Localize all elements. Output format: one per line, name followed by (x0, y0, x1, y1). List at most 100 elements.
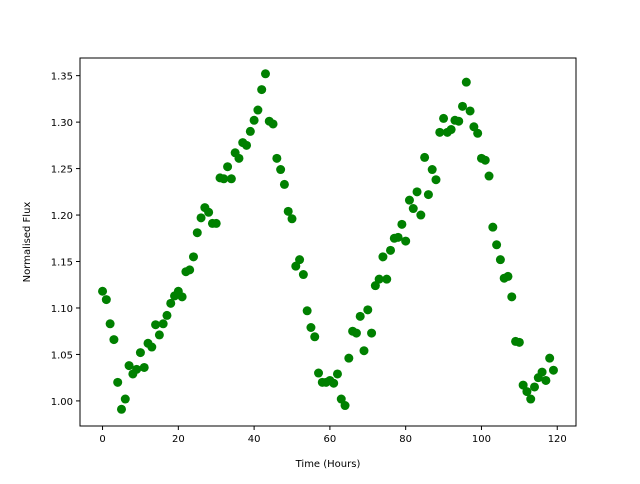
point (234, 153, 244, 163)
point (363, 305, 373, 315)
point (401, 236, 411, 246)
point (416, 210, 426, 220)
y-tick-label: 1.20 (51, 211, 73, 222)
point (310, 332, 320, 342)
point (545, 353, 555, 363)
point (359, 346, 369, 356)
x-tick-label: 80 (399, 434, 412, 445)
point (226, 174, 236, 184)
y-axis-label: Normalised Flux (22, 202, 33, 283)
x-tick-label: 40 (248, 434, 261, 445)
point (302, 306, 312, 316)
point (306, 322, 316, 332)
x-tick-label: 0 (99, 434, 105, 445)
point (98, 286, 108, 296)
point (219, 174, 229, 184)
y-tick-label: 1.15 (51, 258, 73, 269)
y-tick-label: 1.35 (51, 72, 73, 83)
point (492, 240, 502, 250)
y-tick-label: 1.25 (51, 165, 73, 176)
point (268, 119, 278, 129)
point (469, 122, 479, 132)
point (374, 274, 384, 284)
point (120, 394, 130, 404)
point (336, 394, 346, 404)
point (162, 310, 172, 320)
point (124, 361, 134, 371)
point (488, 222, 498, 232)
point (298, 270, 308, 280)
point (382, 274, 392, 284)
point (245, 126, 255, 136)
point (192, 228, 202, 238)
point (484, 171, 494, 181)
point (514, 337, 524, 347)
point (291, 261, 301, 271)
x-axis-label: Time (Hours) (295, 459, 361, 470)
point (423, 190, 433, 200)
point (427, 165, 437, 175)
point (522, 387, 532, 397)
point (211, 218, 221, 228)
point (253, 105, 263, 115)
x-tick-label: 100 (472, 434, 491, 445)
point (537, 367, 547, 377)
y-tick-label: 1.05 (51, 350, 73, 361)
point (526, 394, 536, 404)
point (518, 380, 528, 390)
point (332, 369, 342, 379)
point (386, 245, 396, 255)
point (249, 115, 259, 125)
point (431, 175, 441, 185)
point (461, 77, 471, 87)
point (272, 153, 282, 163)
point (355, 311, 365, 321)
point (132, 364, 142, 374)
point (279, 179, 289, 189)
point (185, 265, 195, 275)
point (166, 298, 176, 308)
point (454, 116, 464, 126)
point (473, 128, 483, 138)
point (458, 101, 468, 111)
point (151, 320, 161, 330)
point (340, 401, 350, 411)
point (367, 328, 377, 338)
point (260, 69, 270, 79)
point (242, 140, 252, 150)
point (420, 152, 430, 162)
point (530, 382, 540, 392)
point (105, 319, 115, 329)
point (116, 404, 126, 414)
point (287, 214, 297, 224)
point (147, 342, 157, 352)
point (495, 255, 505, 265)
point (314, 368, 324, 378)
point (329, 378, 339, 388)
point (435, 127, 445, 137)
point (283, 206, 293, 216)
point (465, 106, 475, 116)
point (101, 295, 111, 305)
y-tick-label: 1.30 (51, 118, 73, 129)
point (109, 335, 119, 345)
point (548, 365, 558, 375)
point (204, 207, 214, 217)
point (113, 377, 123, 387)
point (188, 252, 198, 262)
point (295, 255, 305, 265)
point (370, 281, 380, 291)
point (541, 375, 551, 385)
point (480, 155, 490, 165)
point (223, 162, 233, 172)
point (446, 125, 456, 135)
point (404, 195, 414, 205)
y-tick-label: 1.10 (51, 304, 73, 315)
point (344, 353, 354, 363)
point (412, 187, 422, 197)
point (507, 292, 517, 302)
point (135, 348, 145, 358)
point (397, 219, 407, 229)
point (196, 213, 206, 223)
